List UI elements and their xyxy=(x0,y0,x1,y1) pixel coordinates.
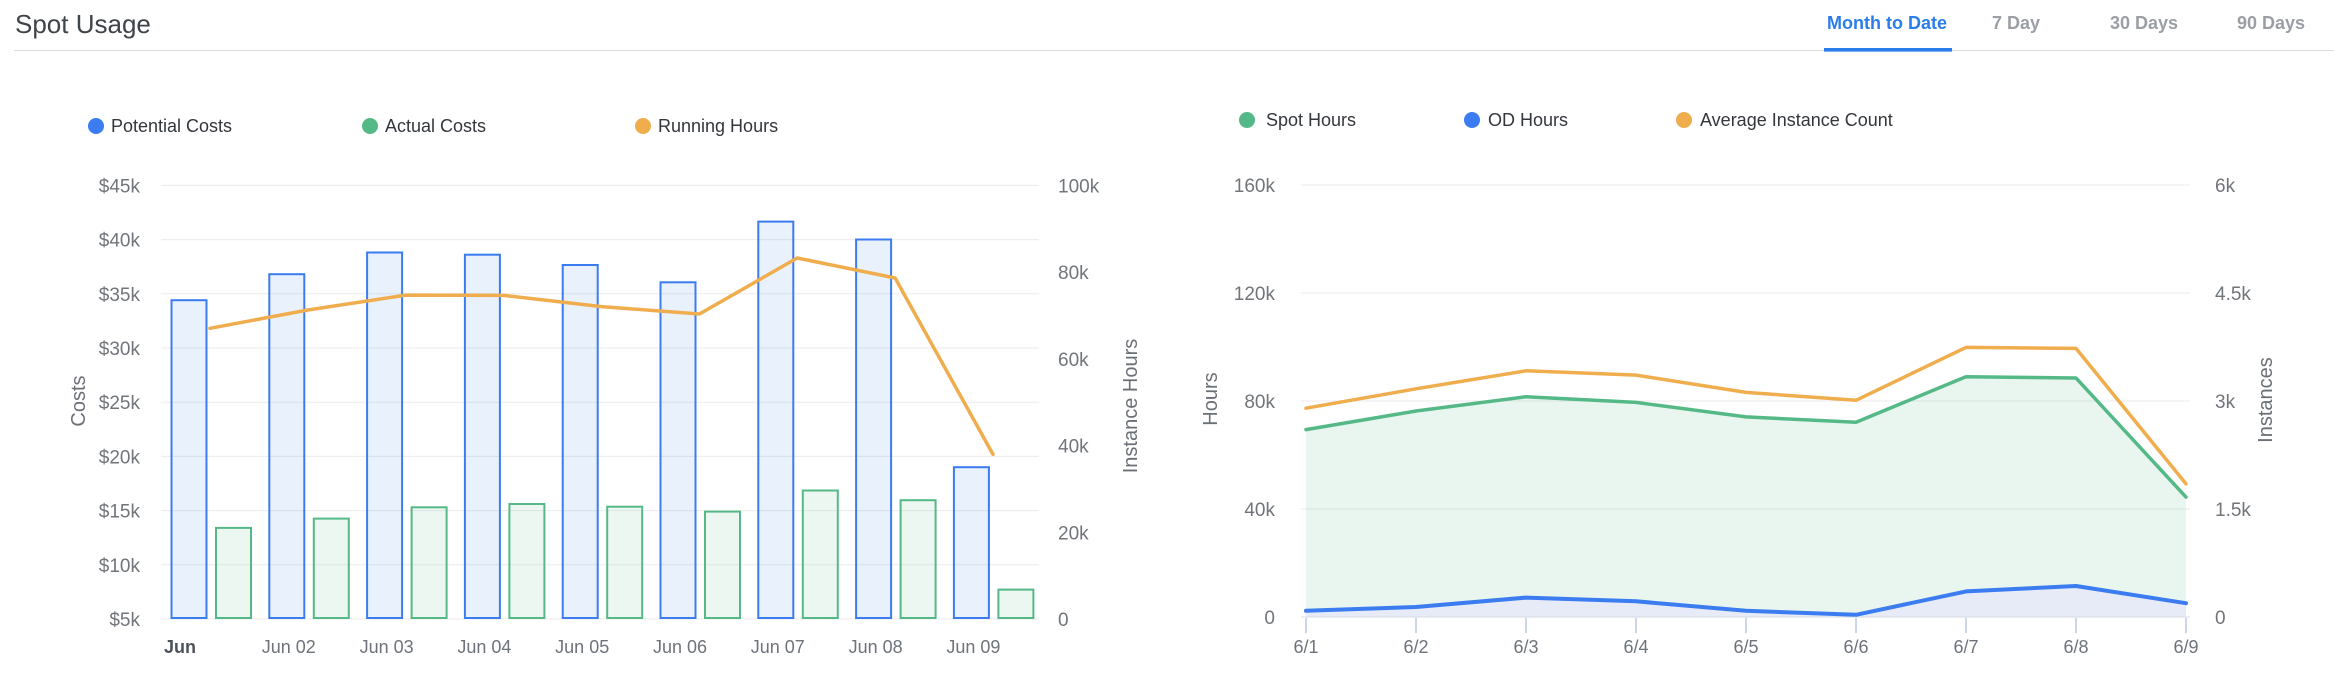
svg-text:Jun: Jun xyxy=(164,637,196,657)
svg-text:Instance Hours: Instance Hours xyxy=(1120,339,1142,474)
svg-text:$25k: $25k xyxy=(99,393,141,414)
svg-text:Spot Usage: Spot Usage xyxy=(15,9,151,39)
svg-text:$30k: $30k xyxy=(99,339,141,360)
svg-text:6/8: 6/8 xyxy=(2063,637,2088,657)
svg-text:$15k: $15k xyxy=(99,502,141,523)
svg-text:6/4: 6/4 xyxy=(1623,637,1648,657)
svg-text:Month to Date: Month to Date xyxy=(1827,13,1947,33)
svg-text:120k: 120k xyxy=(1234,284,1276,305)
svg-text:Potential Costs: Potential Costs xyxy=(111,116,232,136)
svg-text:Jun 05: Jun 05 xyxy=(555,637,609,657)
svg-text:$40k: $40k xyxy=(99,231,141,252)
svg-text:3k: 3k xyxy=(2215,392,2236,413)
svg-text:6/1: 6/1 xyxy=(1293,637,1318,657)
svg-text:6/7: 6/7 xyxy=(1953,637,1978,657)
svg-text:100k: 100k xyxy=(1058,176,1100,197)
svg-text:0: 0 xyxy=(1264,608,1275,629)
svg-text:6/6: 6/6 xyxy=(1843,637,1868,657)
svg-text:6/9: 6/9 xyxy=(2173,637,2198,657)
svg-text:Jun 02: Jun 02 xyxy=(262,637,316,657)
svg-text:40k: 40k xyxy=(1058,437,1089,458)
svg-text:Average Instance Count: Average Instance Count xyxy=(1700,110,1893,130)
svg-text:80k: 80k xyxy=(1058,263,1089,284)
svg-text:Jun 03: Jun 03 xyxy=(360,637,414,657)
svg-text:Running Hours: Running Hours xyxy=(658,116,778,136)
svg-text:Instances: Instances xyxy=(2255,357,2277,443)
svg-text:Jun 09: Jun 09 xyxy=(946,637,1000,657)
svg-text:Jun 06: Jun 06 xyxy=(653,637,707,657)
svg-text:6k: 6k xyxy=(2215,176,2236,197)
svg-text:Jun 07: Jun 07 xyxy=(751,637,805,657)
svg-text:$35k: $35k xyxy=(99,285,141,306)
svg-text:$10k: $10k xyxy=(99,556,141,577)
svg-text:20k: 20k xyxy=(1058,523,1089,544)
svg-text:7 Day: 7 Day xyxy=(1992,13,2040,33)
svg-text:60k: 60k xyxy=(1058,350,1089,371)
svg-text:Jun 04: Jun 04 xyxy=(457,637,511,657)
svg-text:0: 0 xyxy=(1058,610,1069,631)
svg-text:6/5: 6/5 xyxy=(1733,637,1758,657)
svg-text:160k: 160k xyxy=(1234,176,1276,197)
svg-text:80k: 80k xyxy=(1244,392,1275,413)
svg-text:Actual Costs: Actual Costs xyxy=(385,116,486,136)
svg-text:OD Hours: OD Hours xyxy=(1488,110,1568,130)
svg-text:Costs: Costs xyxy=(68,375,90,426)
svg-text:6/2: 6/2 xyxy=(1403,637,1428,657)
svg-text:0: 0 xyxy=(2215,608,2226,629)
svg-text:$5k: $5k xyxy=(109,610,140,631)
svg-text:4.5k: 4.5k xyxy=(2215,284,2251,305)
svg-text:1.5k: 1.5k xyxy=(2215,500,2251,521)
svg-text:40k: 40k xyxy=(1244,500,1275,521)
svg-text:Jun 08: Jun 08 xyxy=(849,637,903,657)
svg-text:90 Days: 90 Days xyxy=(2237,13,2305,33)
svg-text:6/3: 6/3 xyxy=(1513,637,1538,657)
svg-text:Hours: Hours xyxy=(1200,372,1222,425)
svg-text:Spot Hours: Spot Hours xyxy=(1266,110,1356,130)
svg-text:30 Days: 30 Days xyxy=(2110,13,2178,33)
svg-text:$45k: $45k xyxy=(99,176,141,197)
svg-text:$20k: $20k xyxy=(99,447,141,468)
